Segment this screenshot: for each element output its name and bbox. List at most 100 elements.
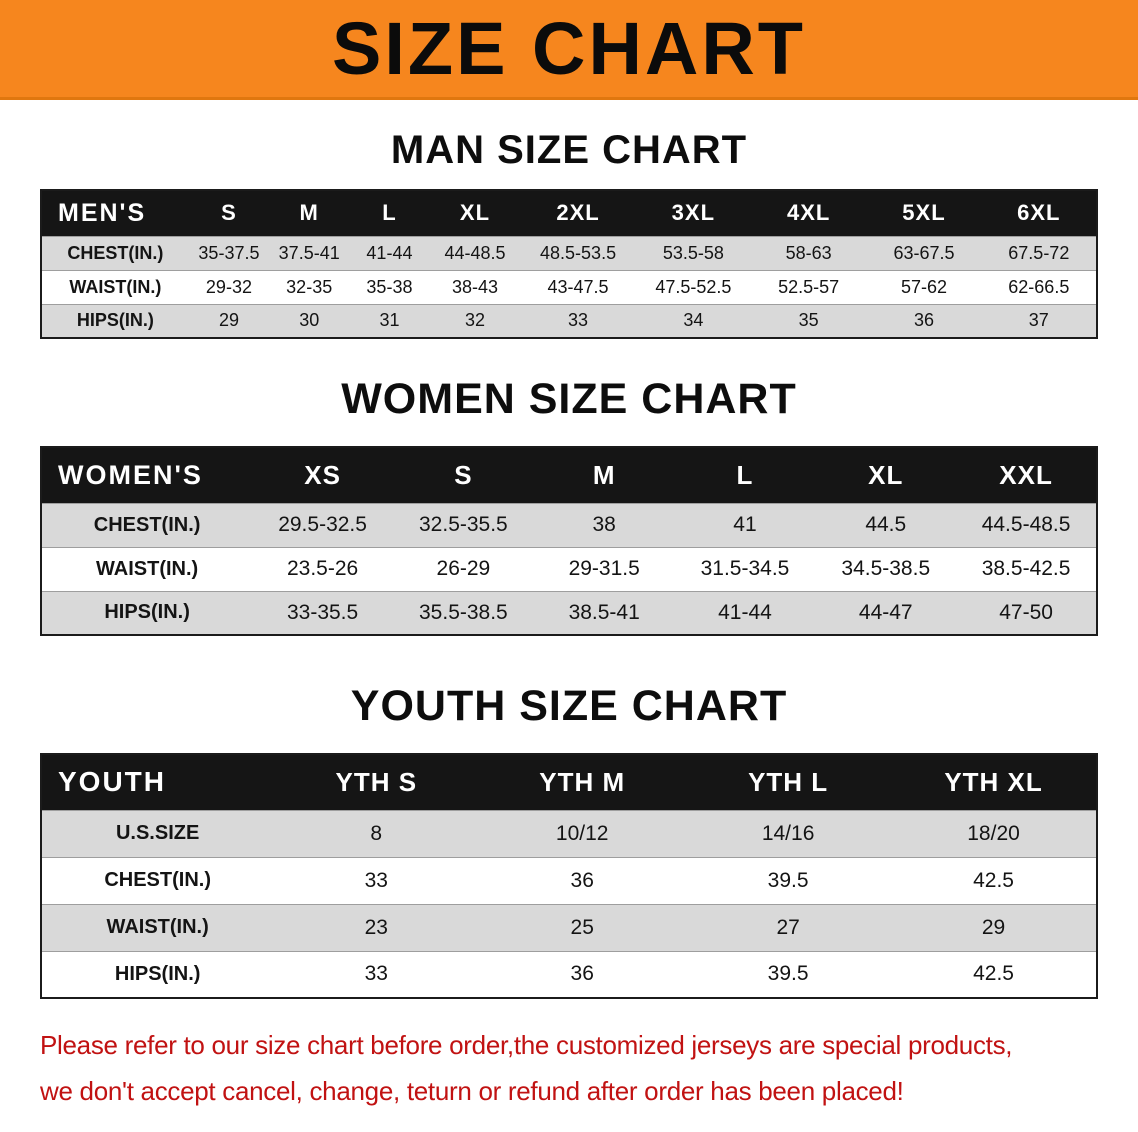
size-value-cell: 41-44 [718,600,772,624]
size-column-header: 6XL [981,190,1097,236]
men-section-heading: MAN SIZE CHART [390,128,748,172]
size-column-header: XL [429,190,521,236]
measurement-row: WAIST(IN.) 23.5-26 26-29 29-31.5 31.5-34.5 34… [41,547,1097,591]
size-value-cell: 29.5-32.5 [278,513,367,536]
size-value-cell: 33 [364,868,388,892]
size-value-cell: 27 [776,915,800,939]
size-value-cell: 38 [592,513,616,536]
size-value-cell: 57-62 [900,276,947,297]
size-value-cell: 36 [570,868,594,892]
size-value-cell: 44.5 [865,513,907,536]
size-value-cell: 29 [218,310,239,331]
measurement-row: HIPS(IN.) 33 36 39.5 42.5 [41,951,1097,998]
youth-size-table: YOUTH YTH S YTH M YTH L YTH XL U.S.SIZE 8 10/12… [40,753,1098,999]
disclaimer-line-2: we don't accept cancel, change, teturn o… [40,1075,904,1106]
women-size-table: WOMEN'S XS S M L XL XXL CHEST(IN.) 29.5-32.5 32.5… [40,446,1098,636]
size-value-cell: 37.5-41 [278,242,340,263]
measurement-row: U.S.SIZE 8 10/12 14/16 18/20 [41,810,1097,857]
size-value-cell: 31.5-34.5 [700,557,790,580]
size-value-cell: 35 [798,310,819,331]
youth-section-heading: YOUTH SIZE CHART [350,682,788,730]
size-value-cell: 63-67.5 [893,242,955,263]
women-section-heading: WOMEN SIZE CHART [341,375,797,423]
size-value-cell: 42.5 [973,868,1014,892]
size-value-cell: 43-47.5 [547,276,609,297]
category-header: YOUTH [41,754,274,810]
page-title: SIZE CHART [332,6,806,90]
row-label: CHEST(IN.) [67,242,164,263]
size-column-header: L [674,447,816,503]
size-value-cell: 52.5-57 [778,276,840,297]
row-label: HIPS(IN.) [114,962,201,985]
size-column-header: S [188,190,270,236]
size-value-cell: 58-63 [785,242,832,263]
size-value-cell: 53.5-58 [662,242,724,263]
size-value-cell: 32 [464,310,485,331]
size-value-cell: 38.5-41 [568,600,640,624]
measurement-row: HIPS(IN.) 33-35.5 35.5-38.5 38.5-41 41-44 44-… [41,591,1097,635]
size-value-cell: 29-31.5 [568,557,640,580]
size-value-cell: 29-32 [205,276,252,297]
measurement-row: WAIST(IN.) 23 25 27 29 [41,904,1097,951]
measurement-row: HIPS(IN.) 29 30 31 32 33 34 35 36 37 [41,304,1097,338]
size-value-cell: 30 [299,310,320,331]
size-value-cell: 35.5-38.5 [419,600,508,624]
size-column-header: 5XL [866,190,982,236]
size-value-cell: 33 [568,310,589,331]
size-column-header: YTH S [273,754,480,810]
size-value-cell: 62-66.5 [1008,276,1070,297]
size-value-cell: 41 [733,513,757,536]
row-label: HIPS(IN.) [76,310,154,331]
size-value-cell: 18/20 [967,821,1020,845]
size-column-header: YTH L [685,754,892,810]
size-column-header: M [269,190,350,236]
row-label: U.S.SIZE [115,822,200,844]
size-column-header: M [533,447,675,503]
measurement-row: WAIST(IN.) 29-32 32-35 35-38 38-43 43-47.5 47.… [41,270,1097,304]
measurement-row: CHEST(IN.) 33 36 39.5 42.5 [41,857,1097,904]
size-value-cell: 10/12 [555,821,609,845]
size-value-cell: 44.5-48.5 [981,513,1071,536]
row-label: WAIST(IN.) [95,557,199,580]
row-label: WAIST(IN.) [106,916,209,938]
youth-section: YOUTH SIZE CHART YOUTH YTH S YTH M YTH L YTH… [0,682,1138,999]
size-value-cell: 35-37.5 [198,242,260,263]
size-column-header: XS [252,447,393,503]
size-value-cell: 26-29 [436,557,491,580]
size-column-header: YTH M [479,754,686,810]
size-value-cell: 48.5-53.5 [540,242,617,263]
size-value-cell: 36 [913,310,934,331]
size-column-header: 2XL [520,190,636,236]
size-column-header: S [392,447,534,503]
size-value-cell: 44-48.5 [444,242,506,263]
size-value-cell: 42.5 [973,962,1014,986]
disclaimer-line-1: Please refer to our size chart before or… [40,1030,1013,1060]
size-column-header: 4XL [751,190,867,236]
size-value-cell: 47.5-52.5 [655,276,732,297]
banner: SIZE CHART [0,0,1138,100]
size-value-cell: 23.5-26 [286,557,359,580]
size-value-cell: 34.5-38.5 [841,557,931,580]
row-label: HIPS(IN.) [104,601,190,624]
size-value-cell: 29 [981,915,1006,939]
size-value-cell: 38-43 [451,276,498,297]
size-value-cell: 23 [364,915,388,939]
size-value-cell: 14/16 [761,821,815,845]
category-header: WOMEN'S [41,447,253,503]
size-value-cell: 37 [1028,310,1049,331]
size-column-header: XXL [956,447,1097,503]
size-column-header: XL [815,447,957,503]
size-value-cell: 41-44 [366,242,413,263]
header-row: YOUTH YTH S YTH M YTH L YTH XL [41,754,1097,810]
row-label: WAIST(IN.) [69,276,162,297]
measurement-row: CHEST(IN.) 35-37.5 37.5-41 41-44 44-48.5 48.5… [41,236,1097,270]
category-header: MEN'S [41,190,189,236]
size-value-cell: 67.5-72 [1008,242,1070,263]
size-value-cell: 38.5-42.5 [981,557,1071,580]
size-value-cell: 47-50 [999,600,1053,624]
men-section: MAN SIZE CHART MEN'S S M L XL 2XL 3XL 4XL 5XL 6XL… [0,128,1138,339]
measurement-row: CHEST(IN.) 29.5-32.5 32.5-35.5 38 41 44.5 44.5… [41,503,1097,547]
size-value-cell: 34 [683,310,704,331]
men-size-table: MEN'S S M L XL 2XL 3XL 4XL 5XL 6XL CHEST(IN.) 35-37… [40,189,1098,339]
